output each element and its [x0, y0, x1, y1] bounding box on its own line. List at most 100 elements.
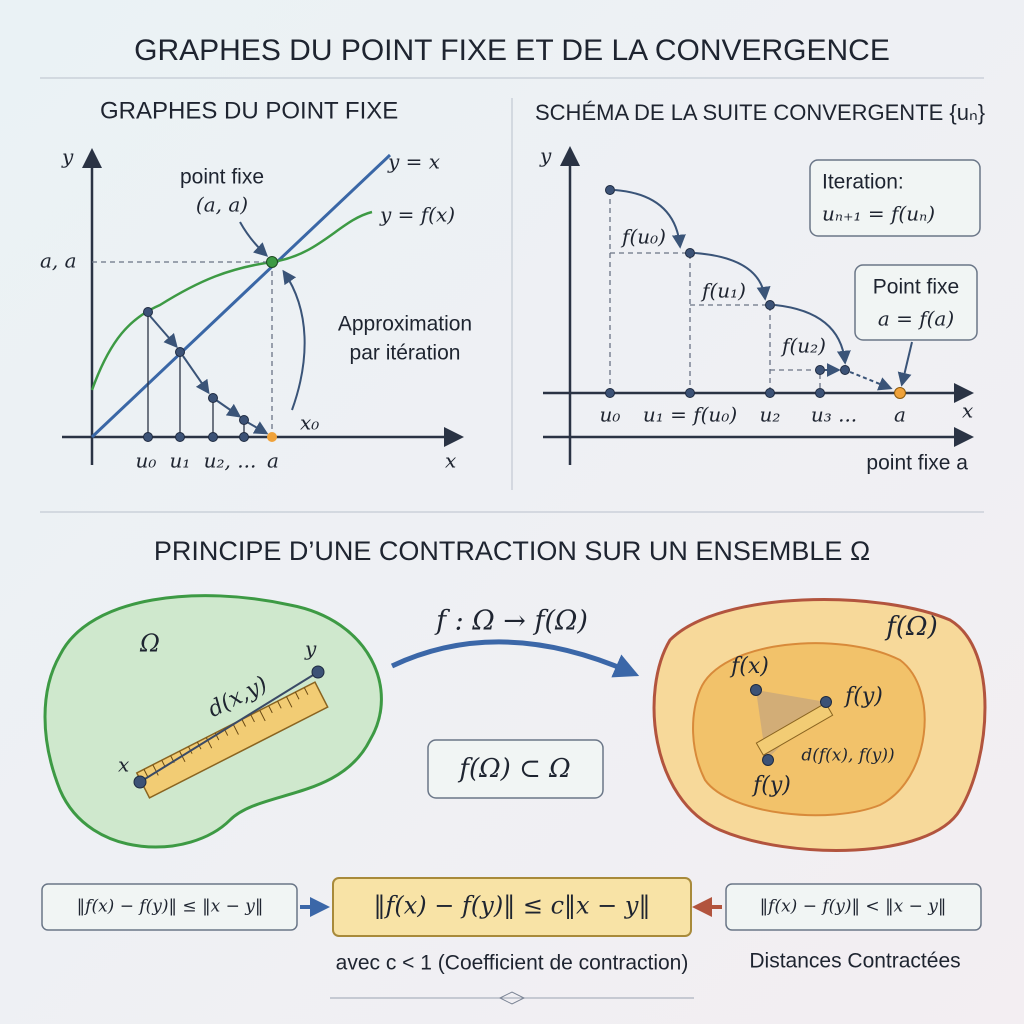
- label: Approximation: [338, 313, 472, 336]
- formula: ‖f(x) − f(y)‖ ≤ ‖x − y‖: [77, 897, 264, 917]
- label: point fixe: [180, 166, 264, 189]
- shape: [849, 371, 893, 391]
- step-label: f(u₁): [700, 279, 746, 303]
- shape: [143, 432, 153, 442]
- label: y = f(x): [379, 203, 455, 227]
- label: Ω: [139, 630, 160, 658]
- label: y: [304, 637, 317, 661]
- formula: ‖f(x) − f(y)‖ ≤ c‖x − y‖: [374, 892, 651, 921]
- tick-label: u₃ ...: [811, 403, 857, 427]
- label: par itération: [350, 342, 461, 365]
- shape: [605, 185, 615, 195]
- shape: [182, 355, 210, 395]
- ruler: [755, 702, 834, 756]
- box: [809, 159, 981, 237]
- point: [311, 665, 325, 679]
- tick-label: u₁: [170, 449, 191, 473]
- shape: [614, 189, 686, 249]
- label: a, a: [40, 249, 77, 273]
- tick-label: a: [267, 449, 279, 473]
- label: f(x): [729, 654, 769, 679]
- shape: [685, 248, 695, 258]
- tick-label: u₀: [600, 403, 621, 427]
- main-title: GRAPHES DU POINT FIXE ET DE LA CONVERGEN…: [134, 34, 890, 67]
- label: uₙ₊₁ = f(uₙ): [822, 202, 935, 226]
- axis-label: y: [61, 145, 74, 169]
- label: a = f(a): [878, 307, 954, 331]
- step-label: f(u₀): [620, 225, 666, 249]
- shape: [239, 432, 249, 442]
- panel-title: GRAPHES DU POINT FIXE: [100, 97, 398, 124]
- shape: [246, 421, 269, 435]
- sequence: [605, 185, 913, 399]
- shape: [239, 415, 249, 425]
- point: [820, 696, 832, 708]
- function-curve: [90, 210, 373, 391]
- shape: [774, 304, 851, 365]
- caption: avec c < 1 (Coefficient de contraction): [336, 952, 689, 975]
- shape: [149, 315, 178, 349]
- shape: [208, 432, 218, 442]
- box: [332, 877, 692, 937]
- section-title: PRINCIPE D’UNE CONTRACTION SUR UN ENSEMB…: [154, 536, 870, 566]
- shape: [765, 300, 775, 310]
- shape: [765, 388, 775, 398]
- tick-label: u₂, ...: [204, 449, 257, 473]
- omega-set: [43, 594, 383, 849]
- label: f(Ω) ⊂ Ω: [457, 754, 570, 784]
- shape: [267, 432, 277, 442]
- ornament: [498, 991, 526, 1005]
- point: [750, 684, 762, 696]
- shape: [685, 388, 695, 398]
- shape: [208, 393, 218, 403]
- panel-title: SCHÉMA DE LA SUITE CONVERGENTE {uₙ}: [535, 100, 985, 125]
- box: [725, 883, 982, 931]
- tick-label: a: [894, 403, 906, 427]
- axis-label: x: [962, 399, 973, 423]
- map-arrow: [390, 639, 640, 678]
- axis-label: x: [445, 449, 456, 473]
- box: [854, 264, 978, 341]
- box: [427, 739, 604, 799]
- label: f(y): [843, 684, 883, 709]
- label: y = x: [387, 150, 440, 174]
- caption: Distances Contractées: [749, 950, 960, 973]
- label: f(Ω): [884, 612, 937, 642]
- axis-label: y: [539, 144, 552, 168]
- label: x: [118, 753, 129, 777]
- formula: ‖f(x) − f(y)‖ < ‖x − y‖: [760, 897, 947, 917]
- shape: [609, 190, 821, 393]
- arrow: [282, 269, 306, 411]
- shape: [266, 256, 278, 268]
- shape: [605, 388, 615, 398]
- step-label: f(u₂): [780, 334, 826, 358]
- label: point fixe a: [866, 452, 968, 475]
- arrow: [239, 221, 269, 257]
- distance-line: [139, 671, 319, 783]
- tick-label: u₀: [136, 449, 157, 473]
- point: [762, 754, 774, 766]
- shape: [840, 365, 850, 375]
- shape: [143, 307, 153, 317]
- label: f : Ω → f(Ω): [434, 606, 588, 637]
- label: (a, a): [196, 193, 248, 217]
- label: d(f(x), f(y)): [801, 746, 894, 766]
- shape: [215, 399, 242, 418]
- tick-label: u₁ = f(u₀): [643, 403, 737, 427]
- label: Iteration:: [822, 171, 904, 194]
- box: [41, 883, 298, 931]
- shape: [755, 702, 834, 756]
- tick-label: u₂: [760, 403, 781, 427]
- shape: [175, 432, 185, 442]
- label: x₀: [300, 411, 319, 435]
- identity-line: [90, 153, 392, 439]
- shape: [897, 341, 913, 387]
- label: Point fixe: [873, 276, 959, 299]
- point: [133, 775, 147, 789]
- shape: [175, 347, 185, 357]
- shape: [894, 387, 906, 399]
- iteration-steps: [143, 256, 278, 442]
- label: f(y): [751, 773, 791, 798]
- shape: [694, 252, 771, 301]
